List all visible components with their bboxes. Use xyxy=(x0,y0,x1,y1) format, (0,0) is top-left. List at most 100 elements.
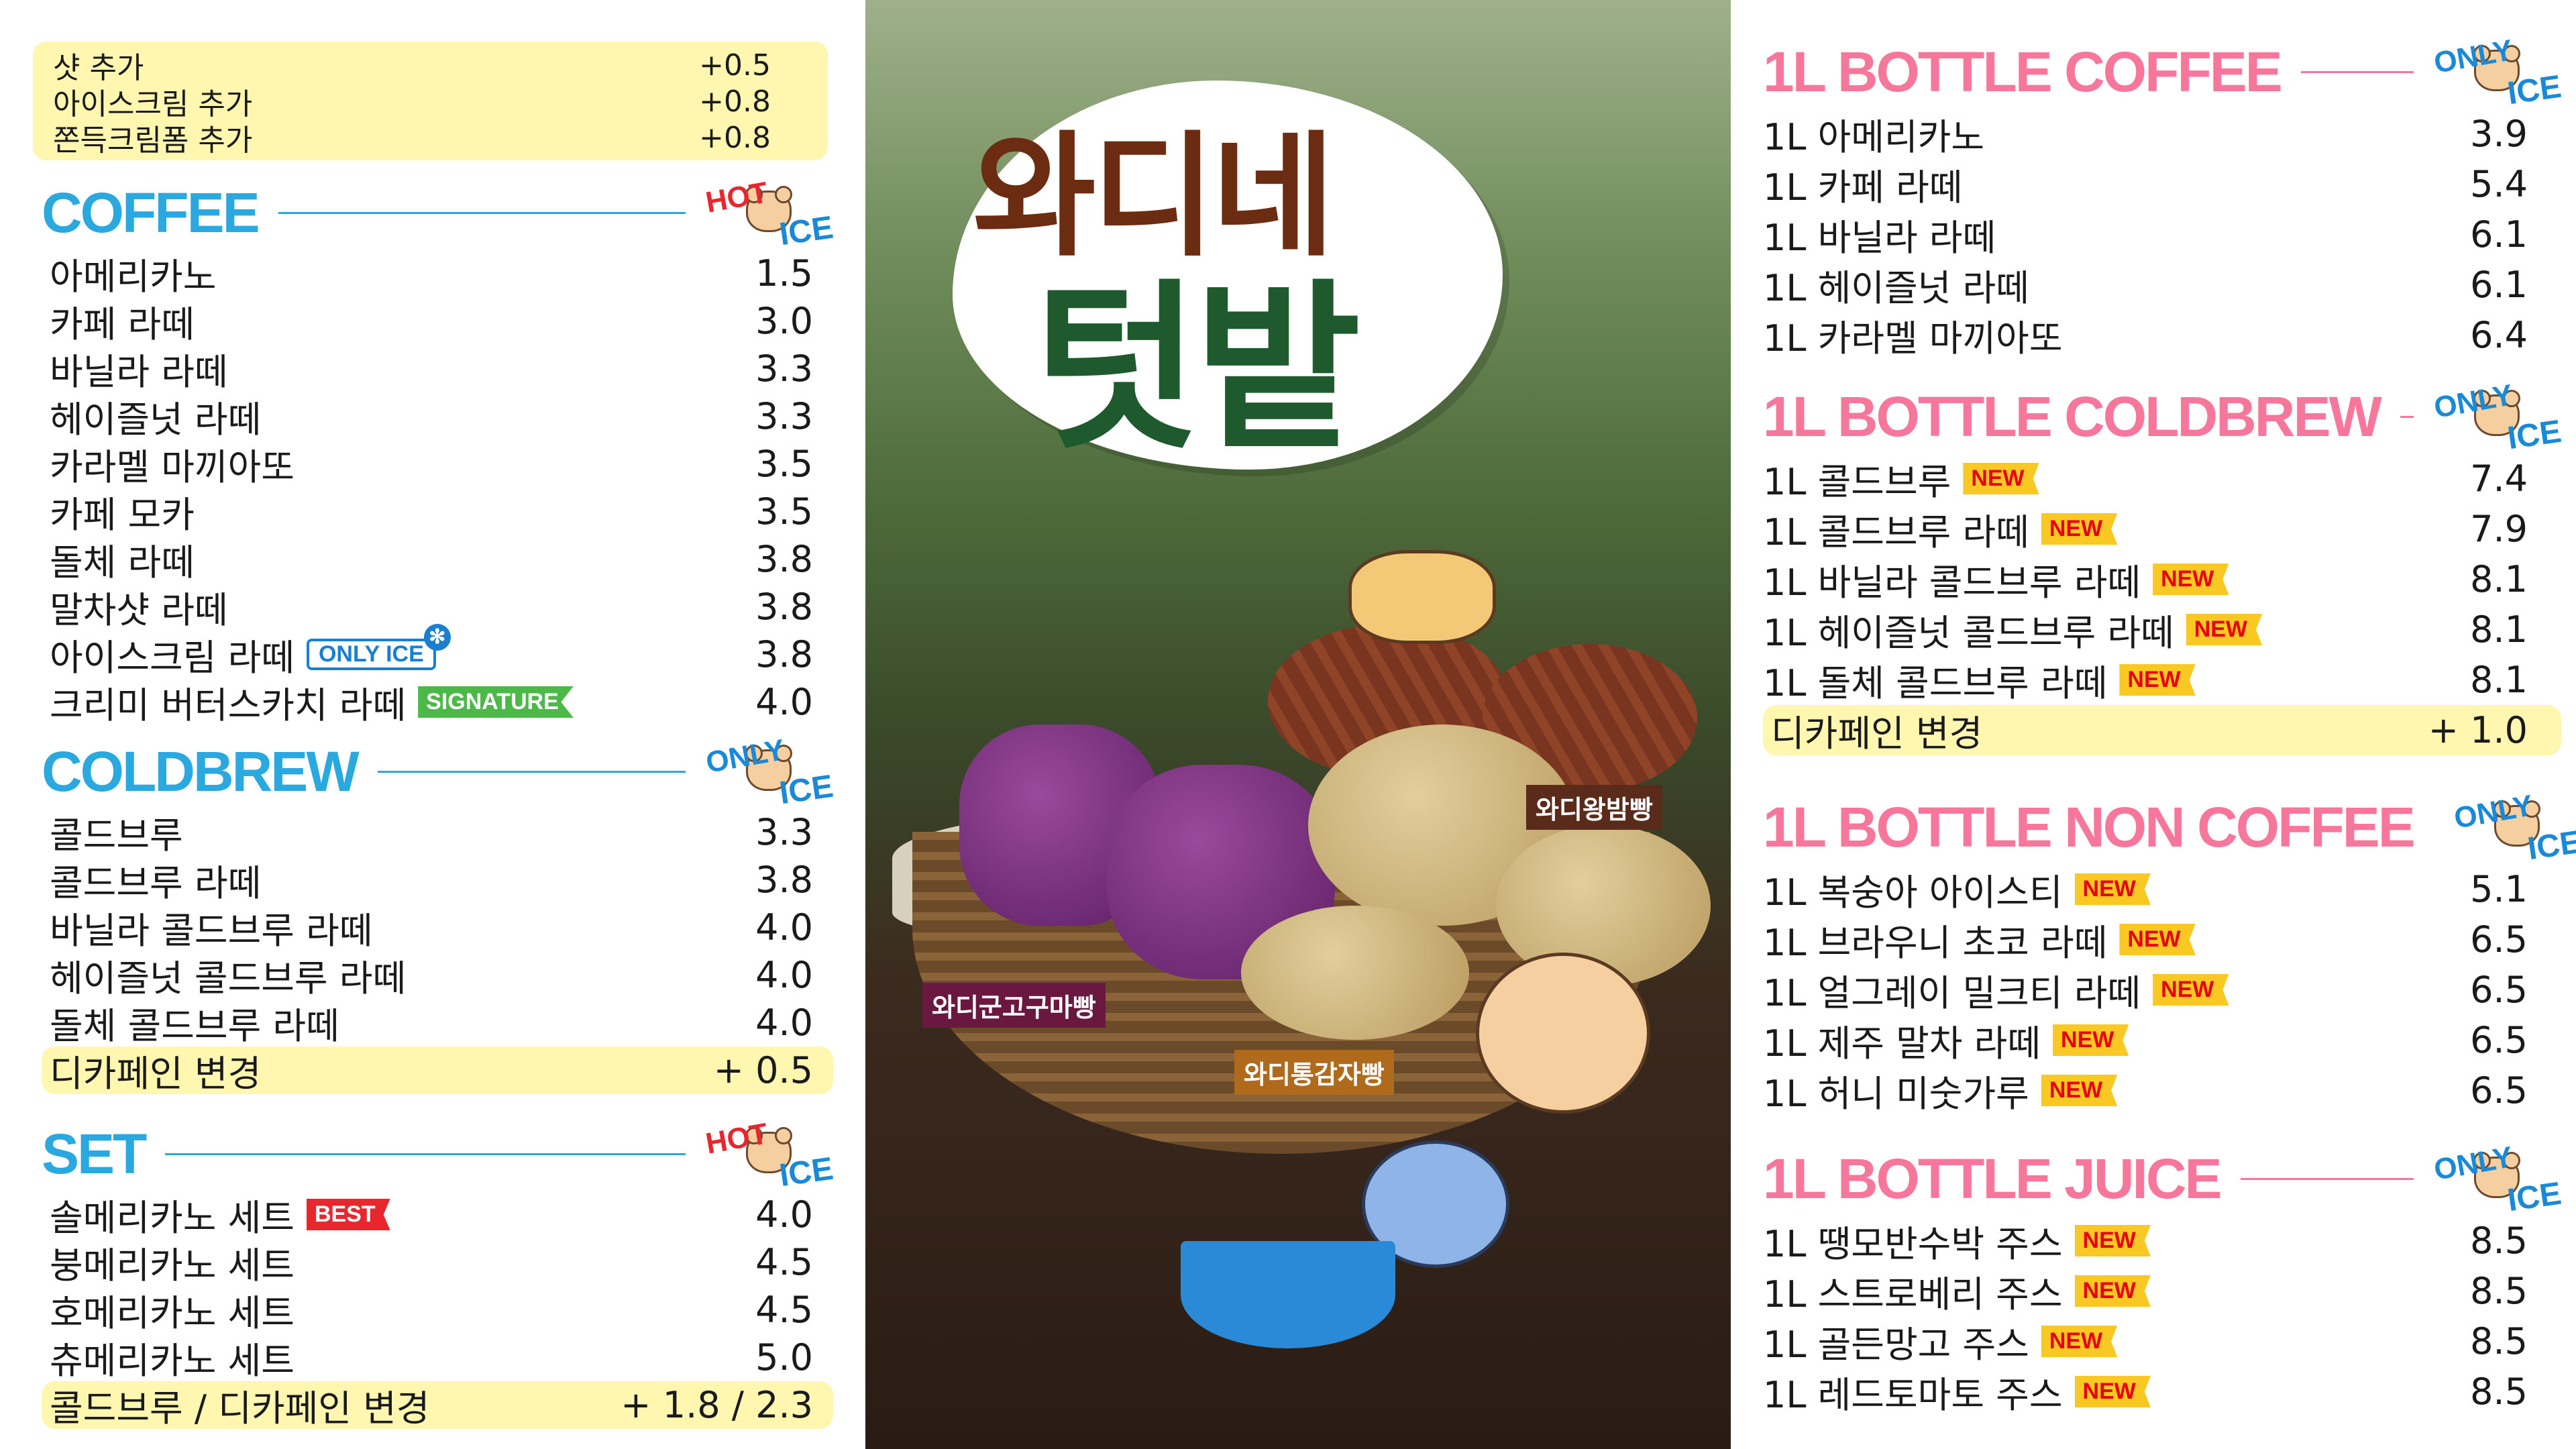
badge-text: NEW xyxy=(2082,1228,2136,1253)
menu-item: 콜드브루 라떼 3.8 xyxy=(42,856,833,904)
item-name-group: 호메리카노 세트 xyxy=(50,1283,294,1336)
item-price: 3.8 xyxy=(755,633,813,676)
stamp-bottom-text: ICE xyxy=(777,1150,836,1194)
item-name-group: 카라멜 마끼아또 xyxy=(50,437,294,490)
item-name: 1L 헤이즐넛 콜드브루 라떼 xyxy=(1763,612,2174,654)
header-divider xyxy=(2300,70,2414,73)
addon-row: 아이스크림 추가 +0.8 xyxy=(53,83,771,122)
item-price: 8.1 xyxy=(2470,659,2528,701)
item-price: 7.4 xyxy=(2470,458,2528,500)
item-name: 콜드브루 xyxy=(50,814,183,857)
badge-text: NEW xyxy=(2161,977,2214,1002)
item-name-group: 1L 바닐라 콜드브루 라떼 NEW xyxy=(1763,553,2229,606)
stamp-bottom-text: ICE xyxy=(777,209,836,253)
item-name-group: 츄메리카노 세트 xyxy=(50,1331,294,1384)
item-name: 카페 라떼 xyxy=(50,303,195,345)
item-name: 콜드브루 / 디카페인 변경 xyxy=(50,1387,430,1430)
cat-mascot xyxy=(1348,550,1496,644)
menu-item: 1L 돌체 콜드브루 라떼 NEW 8.1 xyxy=(1763,655,2561,705)
item-name-group: 콜드브루 라떼 xyxy=(50,853,261,906)
item-price: 4.0 xyxy=(755,954,813,996)
badge-text: NEW xyxy=(2049,1328,2103,1354)
promo-title-line2: 텃밭 xyxy=(1033,263,1361,474)
item-price: 3.9 xyxy=(2470,113,2528,155)
wheelbarrow-image xyxy=(1181,1241,1395,1348)
menu-item: 1L 바닐라 콜드브루 라떼 NEW 8.1 xyxy=(1763,554,2561,604)
item-name: 헤이즐넛 콜드브루 라떼 xyxy=(50,957,407,1000)
item-price: 8.5 xyxy=(2470,1371,2528,1413)
item-price: 3.3 xyxy=(755,811,813,853)
new-badge: NEW xyxy=(2053,1024,2129,1056)
addon-box: 샷 추가 +0.5 아이스크림 추가 +0.8 쫀득크림폼 추가 +0.8 xyxy=(33,42,828,160)
left-menu-panel: 샷 추가 +0.5 아이스크림 추가 +0.8 쫀득크림폼 추가 +0.8 COFFEE H… xyxy=(0,0,865,1449)
menu-item: 아메리카노 1.5 xyxy=(42,250,833,298)
item-price: 3.8 xyxy=(755,859,813,901)
sweet-potato-bread-label: 와디군고구마빵 xyxy=(922,983,1106,1028)
addon-row: 샷 추가 +0.5 xyxy=(53,47,771,86)
menu-section-set: SET HOT ICE 솔메리카노 세트 BEST 4.0 붕메리카노 세트 4.5 호메리카노… xyxy=(42,1117,835,1430)
item-price: 5.0 xyxy=(755,1336,813,1379)
item-name-group: 1L 땡모반수박 주스 NEW xyxy=(1763,1214,2151,1267)
item-name: 헤이즐넛 라떼 xyxy=(50,398,262,441)
section-header: COFFEE HOT ICE xyxy=(42,176,835,252)
addon-name: 쫀득크림폼 추가 xyxy=(53,123,253,158)
item-name-group: 1L 돌체 콜드브루 라떼 NEW xyxy=(1763,653,2196,706)
item-price: + 1.0 xyxy=(2428,709,2528,751)
badge-text: BEST xyxy=(314,1201,376,1227)
item-name: 1L 복숭아 아이스티 xyxy=(1763,871,2063,914)
hot-ice-stamp-icon: ONLY ICE xyxy=(2451,789,2576,867)
item-price: 8.5 xyxy=(2470,1220,2528,1262)
section-header: 1L BOTTLE JUICE ONLY ICE xyxy=(1763,1140,2563,1218)
menu-item: 카라멜 마끼아또 3.5 xyxy=(42,440,833,488)
item-name: 돌체 라떼 xyxy=(50,541,195,584)
badge-text: NEW xyxy=(2127,667,2181,692)
menu-section-1l-bottle-juice: 1L BOTTLE JUICE ONLY ICE 1L 땡모반수박 주스 NEW 8.5 1… xyxy=(1763,1140,2563,1418)
addon-price: +0.5 xyxy=(699,48,771,83)
item-price: 3.8 xyxy=(755,586,813,628)
bear-face-icon xyxy=(2473,45,2520,91)
header-divider xyxy=(278,211,686,214)
item-name-group: 솔메리카노 세트 BEST xyxy=(50,1188,390,1241)
menu-item: 1L 스트로베리 주스 NEW 8.5 xyxy=(1763,1266,2561,1316)
bear-face-icon xyxy=(745,1127,792,1173)
item-price: 4.0 xyxy=(755,681,813,723)
item-price: 5.4 xyxy=(2470,163,2528,205)
addon-name: 아이스크림 추가 xyxy=(53,87,253,121)
menu-item: 1L 카페 라떼 5.4 xyxy=(1763,159,2561,209)
stamp-bottom-text: ICE xyxy=(2505,68,2564,112)
badge-text: NEW xyxy=(2082,876,2136,902)
item-name: 1L 바닐라 라떼 xyxy=(1763,217,1996,259)
bear-face-icon xyxy=(2493,800,2540,847)
badge-text: NEW xyxy=(1971,466,2025,491)
item-price: 3.3 xyxy=(755,395,813,437)
new-badge: NEW xyxy=(2074,873,2151,905)
promo-panel: 와디네 텃밭 와디왕밤빵 와디군고구마빵 와디통감자빵 xyxy=(865,0,1731,1449)
menu-item: 크리미 버터스카치 라떼 SIGNATURE 4.0 xyxy=(42,678,833,727)
stamp-bottom-text: ICE xyxy=(2505,413,2564,457)
item-name: 크리미 버터스카치 라떼 xyxy=(50,684,407,727)
item-name-group: 카페 모카 xyxy=(50,485,195,538)
item-name-group: 1L 레드토마토 주스 NEW xyxy=(1763,1365,2151,1418)
badge-text: NEW xyxy=(2127,926,2181,952)
hot-ice-stamp-icon: ONLY ICE xyxy=(2432,34,2564,111)
item-name-group: 헤이즐넛 콜드브루 라떼 xyxy=(50,949,406,1002)
menu-item: 1L 땡모반수박 주스 NEW 8.5 xyxy=(1763,1216,2561,1266)
new-badge: NEW xyxy=(2153,564,2229,595)
item-name-group: 1L 콜드브루 라떼 NEW xyxy=(1763,502,2118,555)
best-badge: BEST xyxy=(306,1199,390,1230)
menu-item: 1L 얼그레이 밀크티 라떼 NEW 6.5 xyxy=(1763,965,2561,1015)
new-badge: NEW xyxy=(2041,1075,2118,1106)
badge-text: NEW xyxy=(2194,616,2248,642)
new-badge: NEW xyxy=(1963,463,2039,494)
badge-text: NEW xyxy=(2061,1027,2114,1053)
menu-item: 호메리카노 세트 4.5 xyxy=(42,1286,833,1334)
item-price: 3.3 xyxy=(755,347,813,390)
item-price: + 0.5 xyxy=(713,1049,813,1091)
item-name-group: 1L 허니 미숫가루 NEW xyxy=(1763,1064,2118,1117)
addon-price: +0.8 xyxy=(699,120,771,155)
menu-item: 1L 바닐라 라떼 6.1 xyxy=(1763,209,2561,260)
item-name-group: 1L 헤이즐넛 콜드브루 라떼 NEW xyxy=(1763,603,2263,656)
hot-ice-stamp-icon: HOT ICE xyxy=(703,1117,835,1193)
new-badge: NEW xyxy=(2074,1275,2151,1307)
bear-face-icon xyxy=(745,745,792,791)
